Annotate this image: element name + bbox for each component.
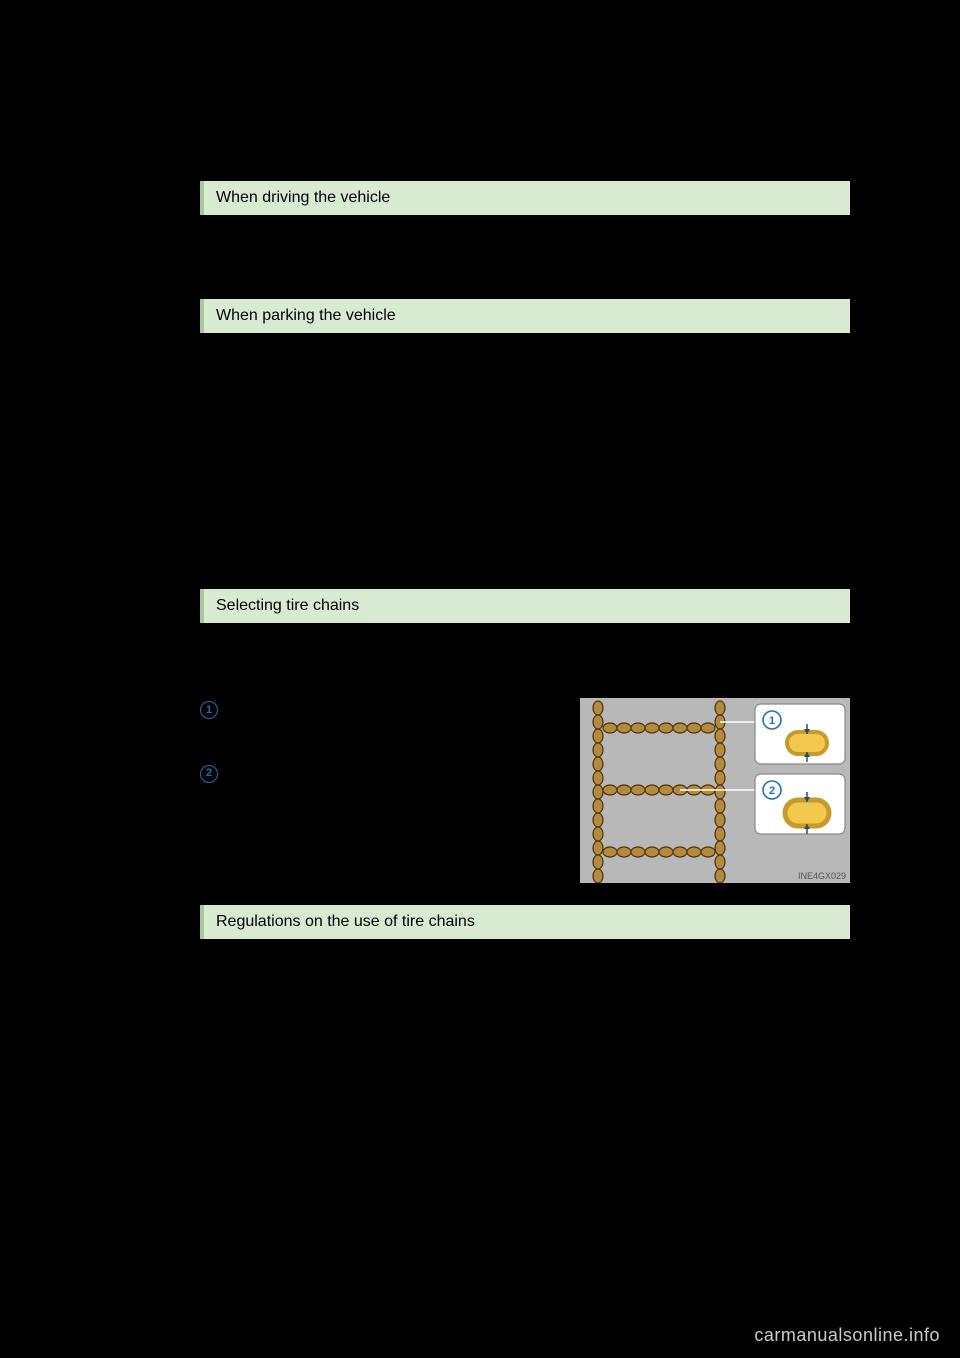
diagram-id-label: INE4GX029 [798, 871, 846, 881]
manual-page: 306 4-6. Driving tips When driving the v… [0, 0, 960, 1358]
section-header-driving: When driving the vehicle [200, 181, 850, 215]
chain-item-2-text: Cross chain: 0.16 in. (4 mm) in diameter [226, 762, 405, 812]
parking-para-3: *: The shift lever will be locked if it … [202, 492, 850, 566]
chain-section-row: 1 Side chain: 0.12 in. (3 mm) in diamete… [200, 698, 850, 883]
section-body-driving: Accelerate the vehicle slowly, keep a sa… [200, 227, 850, 277]
chain-item-1-spec: 0.12 in. (3 mm) in diameter [226, 723, 405, 748]
chain-diagram-svg: 1 2 [580, 698, 850, 883]
page-header: 306 4-6. Driving tips [100, 100, 860, 156]
watermark: carmanualsonline.info [754, 1325, 940, 1346]
circled-1-icon: 1 [200, 701, 218, 719]
chain-item-1-text: Side chain: 0.12 in. (3 mm) in diameter [226, 698, 405, 748]
svg-text:2: 2 [769, 785, 775, 797]
section-body-regulations: Regulations regarding the use of tire ch… [200, 951, 850, 1001]
section-body-parking: Park the vehicle and move the shift leve… [200, 345, 850, 567]
section-header-regulations: Regulations on the use of tire chains [200, 905, 850, 939]
chain-item-1-label: Side chain: [226, 698, 405, 723]
chain-diagram: 1 2 INE4GX029 [580, 698, 850, 883]
section-header-parking: When parking the vehicle [200, 299, 850, 333]
parking-para-1: Park the vehicle and move the shift leve… [202, 345, 850, 419]
chain-text-column: 1 Side chain: 0.12 in. (3 mm) in diamete… [200, 698, 562, 883]
parking-para-2: If the vehicle is parked without setting… [202, 431, 850, 481]
section-header-chains: Selecting tire chains [200, 589, 850, 623]
footer-copyright: GX460_OM_OM60K80U_(U) [100, 1246, 243, 1258]
chain-item-1: 1 Side chain: 0.12 in. (3 mm) in diamete… [200, 698, 562, 748]
page-number: 306 [100, 100, 860, 121]
chain-item-2: 2 Cross chain: 0.16 in. (4 mm) in diamet… [200, 762, 562, 812]
page-section-label: 4-6. Driving tips [100, 127, 860, 144]
chains-intro: Use the correct tire chain size when mou… [200, 635, 850, 685]
page-content: When driving the vehicle Accelerate the … [100, 181, 860, 1001]
chain-item-2-label: Cross chain: [226, 762, 405, 787]
circled-2-icon: 2 [200, 765, 218, 783]
svg-text:1: 1 [769, 715, 775, 727]
chain-item-2-spec: 0.16 in. (4 mm) in diameter [226, 786, 405, 811]
